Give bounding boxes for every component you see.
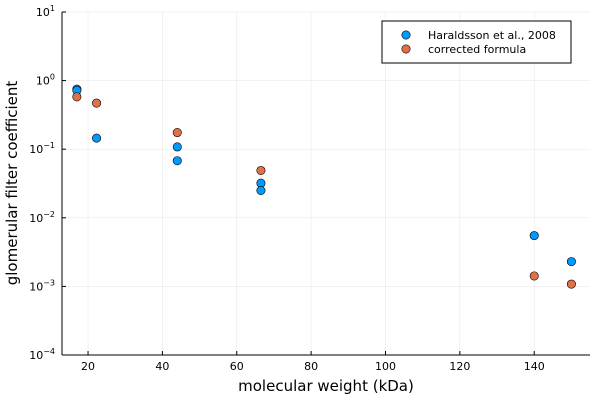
scatter-point: [72, 92, 82, 102]
y-tick-exponent: −1: [43, 141, 55, 150]
x-ticks: 20 40 60 80 100 120 140: [81, 351, 545, 373]
y-tick-label: 10−3: [29, 278, 55, 293]
data-points: [72, 84, 576, 289]
y-tick-base: 10: [29, 349, 43, 362]
x-tick-label: 120: [449, 360, 470, 373]
scatter-point: [529, 231, 539, 241]
y-tick-base: 10: [29, 143, 43, 156]
scatter-point: [92, 98, 102, 108]
legend-marker: [401, 44, 411, 54]
legend-box: [381, 20, 572, 64]
x-tick-label: 80: [304, 360, 318, 373]
scatter-point: [92, 133, 102, 143]
y-tick-exponent: 1: [50, 4, 55, 13]
y-tick-label: 10−4: [29, 347, 55, 362]
scatter-point: [566, 257, 576, 267]
y-tick-base: 10: [36, 6, 50, 19]
y-tick-base: 10: [29, 280, 43, 293]
scatter-point: [172, 142, 182, 152]
legend-label: corrected formula: [428, 43, 526, 56]
x-tick-label: 40: [155, 360, 169, 373]
y-tick-label: 10−1: [29, 141, 55, 156]
scatter-point: [172, 128, 182, 138]
legend-marker: [401, 30, 411, 40]
x-tick-label: 140: [524, 360, 545, 373]
y-tick-label: 100: [36, 73, 55, 88]
y-tick-exponent: −4: [43, 347, 55, 356]
y-tick-base: 10: [29, 212, 43, 225]
x-tick-label: 100: [375, 360, 396, 373]
y-tick-exponent: −2: [43, 210, 55, 219]
x-tick-label: 20: [81, 360, 95, 373]
x-tick-label: 60: [230, 360, 244, 373]
axes: [61, 12, 590, 356]
y-tick-label: 10−2: [29, 210, 55, 225]
y-tick-exponent: −3: [43, 278, 55, 287]
y-axis-title: glomerular filter coefficient: [3, 81, 21, 286]
scatter-point: [566, 279, 576, 289]
scatter-point: [529, 271, 539, 281]
y-tick-base: 10: [36, 75, 50, 88]
y-tick-label: 101: [36, 4, 55, 19]
y-tick-exponent: 0: [50, 73, 55, 82]
grid: [62, 11, 590, 356]
scatter-point: [256, 165, 266, 175]
scatter-point: [172, 156, 182, 166]
x-axis-title: molecular weight (kDa): [238, 377, 414, 395]
scatter-point: [256, 186, 266, 196]
legend-label: Haraldsson et al., 2008: [428, 29, 556, 42]
